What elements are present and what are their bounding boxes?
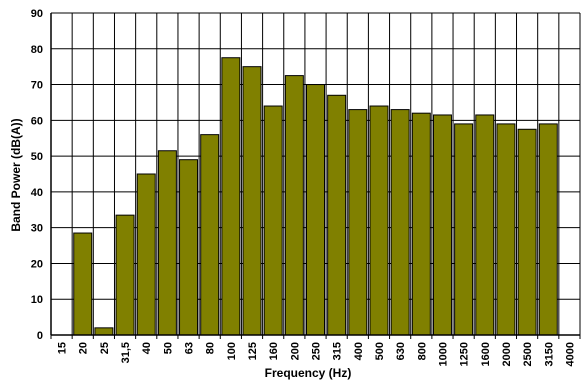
- x-tick-label: 2000: [501, 342, 513, 366]
- bar-31-5: [115, 214, 135, 336]
- bar-125: [242, 66, 262, 336]
- x-tick-label: 315: [332, 342, 344, 360]
- bar-3150: [538, 123, 558, 336]
- x-tick-label: 15: [57, 342, 69, 354]
- x-tick-label: 800: [416, 342, 428, 360]
- axes-layer: [50, 13, 581, 339]
- bar-80: [200, 134, 220, 336]
- grid-layer: [50, 12, 581, 336]
- x-tick-label: 20: [78, 342, 90, 354]
- bar-160: [263, 105, 283, 336]
- x-tick-label: 1000: [437, 342, 449, 366]
- bar-20: [73, 232, 93, 336]
- y-tick-label: 10: [31, 294, 43, 306]
- bar-800: [411, 112, 431, 336]
- bar-1000: [432, 114, 452, 336]
- bar-63: [179, 159, 199, 336]
- y-tick-label: 0: [37, 330, 43, 342]
- x-tick-label: 25: [99, 342, 111, 354]
- x-tick-labels: 15 20 25 31,5 40 50 63 80 100 125 160 200 250 315 400 5…: [57, 342, 577, 366]
- bar-400: [348, 109, 368, 336]
- x-tick-label: 50: [162, 342, 174, 354]
- x-tick-label: 80: [205, 342, 217, 354]
- bar-200: [284, 75, 304, 336]
- bar-250: [306, 84, 325, 336]
- x-tick-label: 4000: [564, 342, 576, 366]
- x-tick-label: 125: [247, 342, 259, 360]
- x-tick-label: 63: [184, 342, 196, 354]
- bar-1600: [475, 114, 495, 336]
- bar-2500: [517, 128, 537, 336]
- bar-315: [327, 94, 347, 336]
- y-tick-labels: 0 10 20 30 40 50 60 70 80 90: [31, 8, 43, 342]
- bar-50: [157, 150, 177, 336]
- x-tick-label: 200: [289, 342, 301, 360]
- y-tick-label: 70: [31, 80, 43, 92]
- y-tick-label: 80: [31, 44, 43, 56]
- bar-500: [369, 105, 389, 336]
- x-tick-label: 160: [268, 342, 280, 360]
- y-axis-title: Band Power (dB(A)): [9, 118, 23, 231]
- y-tick-label: 50: [31, 151, 43, 163]
- x-tick-label: 1600: [480, 342, 492, 366]
- x-tick-label: 2500: [522, 342, 534, 366]
- y-tick-label: 90: [31, 8, 43, 20]
- y-tick-label: 30: [31, 223, 43, 235]
- x-axis-title: Frequency (Hz): [265, 366, 352, 380]
- x-tick-label: 500: [374, 342, 386, 360]
- x-tick-label: 400: [353, 342, 365, 360]
- bars-layer: [73, 57, 558, 336]
- x-tick-label: 100: [226, 342, 238, 360]
- bar-40: [136, 173, 156, 336]
- x-tick-label: 630: [395, 342, 407, 360]
- y-tick-label: 60: [31, 115, 43, 127]
- bar-2000: [496, 123, 516, 336]
- bar-25: [94, 327, 114, 336]
- x-tick-label: 40: [141, 342, 153, 354]
- bar-630: [390, 109, 410, 336]
- bar-1250: [454, 123, 474, 336]
- x-tick-label: 31,5: [120, 342, 132, 363]
- bar-100: [221, 57, 241, 336]
- x-tick-label: 1250: [459, 342, 471, 366]
- y-tick-label: 20: [31, 258, 43, 270]
- y-tick-label: 40: [31, 187, 43, 199]
- x-tick-label: 250: [311, 342, 323, 360]
- x-tick-label: 3150: [543, 342, 555, 366]
